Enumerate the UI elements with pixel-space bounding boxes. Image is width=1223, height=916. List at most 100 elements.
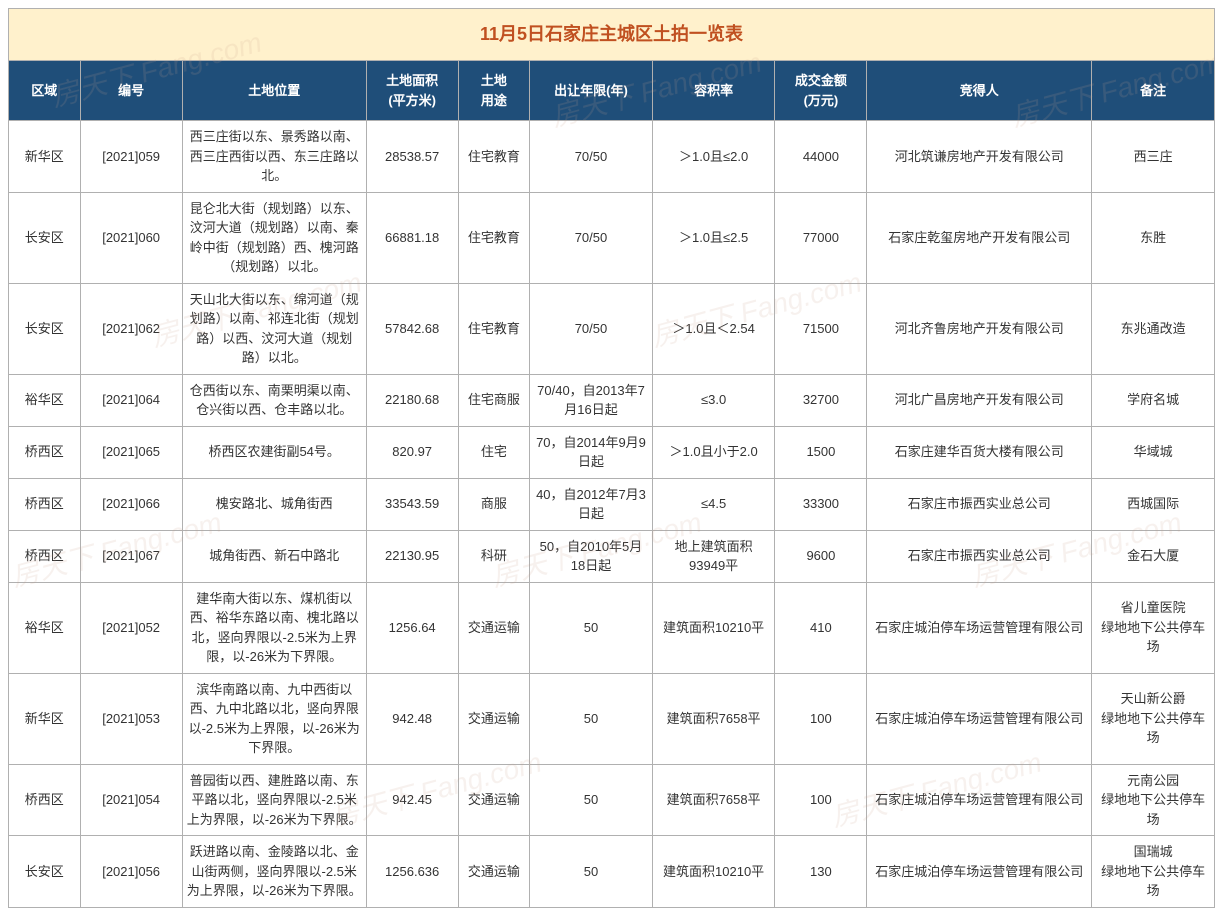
cell-ratio: ＞1.0且≤2.0	[652, 121, 775, 193]
cell-code: [2021]064	[80, 374, 182, 426]
cell-use: 住宅教育	[458, 121, 530, 193]
col-header-remark: 备注	[1092, 61, 1215, 121]
cell-term: 50	[530, 582, 653, 673]
cell-district: 桥西区	[9, 426, 81, 478]
cell-location: 建华南大街以东、煤机街以西、裕华东路以南、槐北路以北，竖向界限以-2.5米为上界…	[182, 582, 366, 673]
cell-code: [2021]053	[80, 673, 182, 764]
cell-location: 跃进路以南、金陵路以北、金山街两侧，竖向界限以-2.5米为上界限，以-26米为下…	[182, 836, 366, 908]
cell-location: 仓西街以东、南栗明渠以南、仓兴街以西、仓丰路以北。	[182, 374, 366, 426]
cell-use: 交通运输	[458, 764, 530, 836]
cell-buyer: 石家庄城泊停车场运营管理有限公司	[867, 836, 1092, 908]
table-row: 长安区[2021]060昆仑北大街（规划路）以东、汶河大道（规划路）以南、秦岭中…	[9, 192, 1215, 283]
cell-code: [2021]067	[80, 530, 182, 582]
cell-term: 50	[530, 836, 653, 908]
cell-price: 9600	[775, 530, 867, 582]
cell-remark: 学府名城	[1092, 374, 1215, 426]
cell-ratio: ＞1.0且＜2.54	[652, 283, 775, 374]
col-header-term: 出让年限(年)	[530, 61, 653, 121]
cell-remark: 西城国际	[1092, 478, 1215, 530]
table-title: 11月5日石家庄主城区土拍一览表	[9, 9, 1215, 61]
cell-location: 桥西区农建街副54号。	[182, 426, 366, 478]
cell-district: 裕华区	[9, 374, 81, 426]
cell-term: 70/50	[530, 283, 653, 374]
cell-remark: 华域城	[1092, 426, 1215, 478]
cell-ratio: 建筑面积10210平	[652, 582, 775, 673]
cell-area: 57842.68	[366, 283, 458, 374]
cell-district: 长安区	[9, 836, 81, 908]
cell-use: 科研	[458, 530, 530, 582]
cell-code: [2021]065	[80, 426, 182, 478]
cell-term: 70/50	[530, 121, 653, 193]
cell-code: [2021]056	[80, 836, 182, 908]
table-row: 长安区[2021]056跃进路以南、金陵路以北、金山街两侧，竖向界限以-2.5米…	[9, 836, 1215, 908]
header-row: 区域编号土地位置土地面积 (平方米)土地 用途出让年限(年)容积率成交金额 (万…	[9, 61, 1215, 121]
cell-code: [2021]066	[80, 478, 182, 530]
cell-buyer: 石家庄乾玺房地产开发有限公司	[867, 192, 1092, 283]
cell-remark: 省儿童医院 绿地地下公共停车场	[1092, 582, 1215, 673]
table-row: 裕华区[2021]064仓西街以东、南栗明渠以南、仓兴街以西、仓丰路以北。221…	[9, 374, 1215, 426]
cell-price: 130	[775, 836, 867, 908]
table-row: 长安区[2021]062天山北大街以东、绵河道（规划路）以南、祁连北街（规划路）…	[9, 283, 1215, 374]
cell-remark: 东胜	[1092, 192, 1215, 283]
cell-district: 桥西区	[9, 478, 81, 530]
cell-location: 昆仑北大街（规划路）以东、汶河大道（规划路）以南、秦岭中街（规划路）西、槐河路（…	[182, 192, 366, 283]
table-row: 新华区[2021]059西三庄街以东、景秀路以南、西三庄西街以西、东三庄路以北。…	[9, 121, 1215, 193]
cell-ratio: ≤3.0	[652, 374, 775, 426]
cell-area: 1256.636	[366, 836, 458, 908]
cell-price: 33300	[775, 478, 867, 530]
cell-buyer: 石家庄城泊停车场运营管理有限公司	[867, 764, 1092, 836]
cell-district: 桥西区	[9, 764, 81, 836]
cell-location: 西三庄街以东、景秀路以南、西三庄西街以西、东三庄路以北。	[182, 121, 366, 193]
col-header-ratio: 容积率	[652, 61, 775, 121]
cell-buyer: 河北广昌房地产开发有限公司	[867, 374, 1092, 426]
table-row: 新华区[2021]053滨华南路以南、九中西街以西、九中北路以北，竖向界限以-2…	[9, 673, 1215, 764]
cell-use: 交通运输	[458, 582, 530, 673]
col-header-use: 土地 用途	[458, 61, 530, 121]
cell-code: [2021]059	[80, 121, 182, 193]
cell-price: 44000	[775, 121, 867, 193]
cell-price: 77000	[775, 192, 867, 283]
cell-remark: 国瑞城 绿地地下公共停车场	[1092, 836, 1215, 908]
cell-location: 天山北大街以东、绵河道（规划路）以南、祁连北街（规划路）以西、汶河大道（规划路）…	[182, 283, 366, 374]
cell-term: 50，自2010年5月18日起	[530, 530, 653, 582]
cell-buyer: 石家庄市振西实业总公司	[867, 478, 1092, 530]
cell-area: 1256.64	[366, 582, 458, 673]
cell-code: [2021]060	[80, 192, 182, 283]
cell-buyer: 河北筑谦房地产开发有限公司	[867, 121, 1092, 193]
cell-district: 新华区	[9, 673, 81, 764]
cell-area: 66881.18	[366, 192, 458, 283]
cell-use: 住宅商服	[458, 374, 530, 426]
cell-area: 942.48	[366, 673, 458, 764]
cell-ratio: ≤4.5	[652, 478, 775, 530]
cell-area: 942.45	[366, 764, 458, 836]
col-header-buyer: 竞得人	[867, 61, 1092, 121]
title-row: 11月5日石家庄主城区土拍一览表	[9, 9, 1215, 61]
col-header-district: 区域	[9, 61, 81, 121]
col-header-price: 成交金额 (万元)	[775, 61, 867, 121]
cell-area: 820.97	[366, 426, 458, 478]
land-auction-table: 11月5日石家庄主城区土拍一览表 区域编号土地位置土地面积 (平方米)土地 用途…	[8, 8, 1215, 908]
cell-district: 新华区	[9, 121, 81, 193]
col-header-location: 土地位置	[182, 61, 366, 121]
cell-term: 70/40，自2013年7月16日起	[530, 374, 653, 426]
cell-district: 长安区	[9, 283, 81, 374]
cell-use: 住宅教育	[458, 283, 530, 374]
cell-ratio: 建筑面积7658平	[652, 764, 775, 836]
table-row: 桥西区[2021]065桥西区农建街副54号。820.97住宅70，自2014年…	[9, 426, 1215, 478]
cell-code: [2021]052	[80, 582, 182, 673]
cell-location: 槐安路北、城角街西	[182, 478, 366, 530]
cell-term: 50	[530, 764, 653, 836]
cell-use: 交通运输	[458, 836, 530, 908]
cell-district: 裕华区	[9, 582, 81, 673]
cell-location: 普园街以西、建胜路以南、东平路以北，竖向界限以-2.5米上为界限，以-26米为下…	[182, 764, 366, 836]
table-row: 桥西区[2021]054普园街以西、建胜路以南、东平路以北，竖向界限以-2.5米…	[9, 764, 1215, 836]
cell-area: 22130.95	[366, 530, 458, 582]
cell-buyer: 河北齐鲁房地产开发有限公司	[867, 283, 1092, 374]
cell-area: 28538.57	[366, 121, 458, 193]
cell-area: 22180.68	[366, 374, 458, 426]
cell-location: 滨华南路以南、九中西街以西、九中北路以北，竖向界限以-2.5米为上界限，以-26…	[182, 673, 366, 764]
cell-use: 住宅教育	[458, 192, 530, 283]
cell-price: 71500	[775, 283, 867, 374]
cell-term: 70，自2014年9月9日起	[530, 426, 653, 478]
cell-use: 商服	[458, 478, 530, 530]
